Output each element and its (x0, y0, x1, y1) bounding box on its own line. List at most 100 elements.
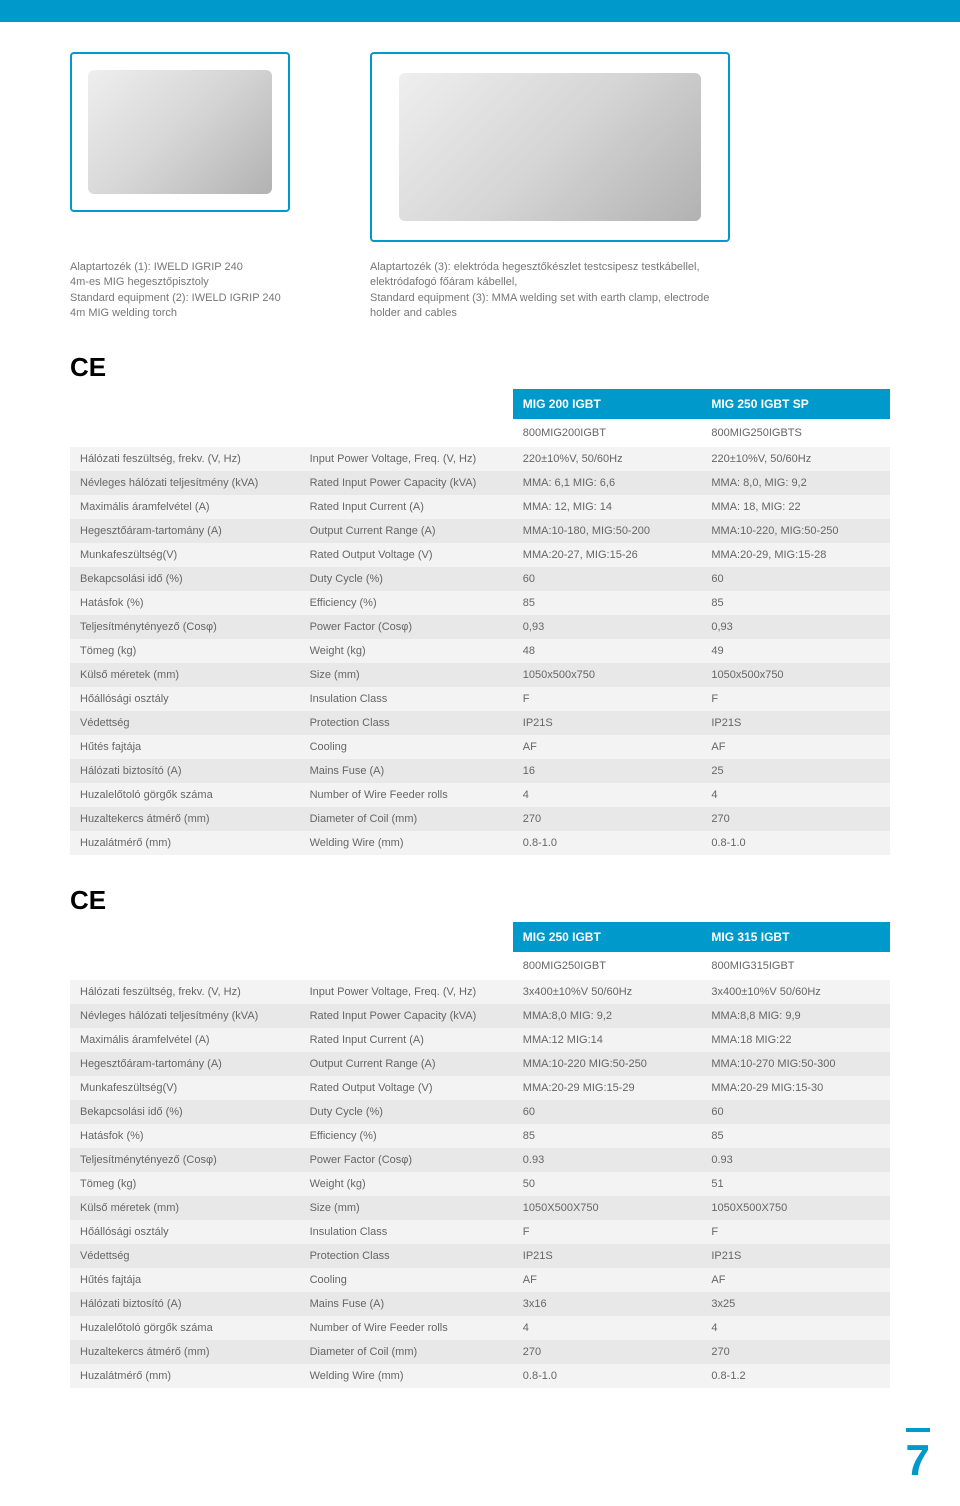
param-value: MMA:20-29, MIG:15-28 (701, 543, 890, 567)
param-value: MMA:20-27, MIG:15-26 (513, 543, 702, 567)
param-value: F (513, 1220, 702, 1244)
param-value: MMA:10-220 MIG:50-250 (513, 1052, 702, 1076)
header-blank (300, 922, 513, 952)
param-label: Size (mm) (300, 663, 513, 687)
param-label: Welding Wire (mm) (300, 831, 513, 855)
param-value: IP21S (513, 1244, 702, 1268)
param-value: 60 (701, 1100, 890, 1124)
param-value: 270 (701, 807, 890, 831)
param-value: 85 (701, 1124, 890, 1148)
caption-line: elektródafogó főáram kábellel, (370, 275, 730, 290)
table-row: Hálózati biztosító (A)Mains Fuse (A)3x16… (70, 1292, 890, 1316)
param-label: Weight (kg) (300, 639, 513, 663)
table-row: Teljesítménytényező (Cosφ)Power Factor (… (70, 615, 890, 639)
param-label: Efficiency (%) (300, 591, 513, 615)
table-row: Hegesztőáram-tartomány (A)Output Current… (70, 1052, 890, 1076)
param-value: MMA:20-29 MIG:15-29 (513, 1076, 702, 1100)
param-value: 0.8-1.2 (701, 1364, 890, 1388)
caption-line: Standard equipment (2): IWELD IGRIP 240 (70, 291, 290, 306)
product-code: 800MIG200IGBT (513, 419, 702, 447)
param-label: Munkafeszültség(V) (70, 543, 300, 567)
param-label: Hűtés fajtája (70, 735, 300, 759)
caption-line: 4m MIG welding torch (70, 306, 290, 321)
page-content: Alaptartozék (1): IWELD IGRIP 240 4m-es … (0, 22, 960, 1428)
param-label: Rated Input Power Capacity (kVA) (300, 1004, 513, 1028)
param-value: 3x25 (701, 1292, 890, 1316)
table-row: VédettségProtection ClassIP21SIP21S (70, 1244, 890, 1268)
param-value: MMA: 8,0, MIG: 9,2 (701, 471, 890, 495)
param-value: 0.8-1.0 (513, 831, 702, 855)
param-label: Bekapcsolási idő (%) (70, 1100, 300, 1124)
param-value: MMA:8,8 MIG: 9,9 (701, 1004, 890, 1028)
table-row: Tömeg (kg)Weight (kg)4849 (70, 639, 890, 663)
product-code-row: 800MIG250IGBT 800MIG315IGBT (70, 952, 890, 980)
param-label: Power Factor (Cosφ) (300, 615, 513, 639)
model-header: MIG 250 IGBT SP (701, 389, 890, 419)
param-value: 3x400±10%V 50/60Hz (513, 980, 702, 1004)
param-label: Insulation Class (300, 1220, 513, 1244)
param-value: IP21S (513, 711, 702, 735)
header-blank (70, 389, 300, 419)
table-row: Hegesztőáram-tartomány (A)Output Current… (70, 519, 890, 543)
param-label: Duty Cycle (%) (300, 567, 513, 591)
param-value: 1050x500x750 (513, 663, 702, 687)
page-number-container: 7 (0, 1428, 960, 1506)
caption-line: 4m-es MIG hegesztőpisztoly (70, 275, 290, 290)
param-value: 85 (701, 591, 890, 615)
param-value: MMA:18 MIG:22 (701, 1028, 890, 1052)
product-code-row: 800MIG200IGBT 800MIG250IGBTS (70, 419, 890, 447)
param-label: Huzalelőtoló görgők száma (70, 1316, 300, 1340)
param-label: Hálózati biztosító (A) (70, 1292, 300, 1316)
param-value: MMA:10-220, MIG:50-250 (701, 519, 890, 543)
param-label: Tömeg (kg) (70, 639, 300, 663)
table-row: Munkafeszültség(V)Rated Output Voltage (… (70, 543, 890, 567)
param-label: Hálózati biztosító (A) (70, 759, 300, 783)
table-row: VédettségProtection ClassIP21SIP21S (70, 711, 890, 735)
param-label: Huzalátmérő (mm) (70, 1364, 300, 1388)
table-header-row: MIG 250 IGBT MIG 315 IGBT (70, 922, 890, 952)
param-value: 0.93 (701, 1148, 890, 1172)
param-label: Hatásfok (%) (70, 1124, 300, 1148)
product-images-row (70, 52, 890, 242)
table-row: Huzaltekercs átmérő (mm)Diameter of Coil… (70, 1340, 890, 1364)
table-row: Külső méretek (mm)Size (mm)1050x500x7501… (70, 663, 890, 687)
model-header: MIG 315 IGBT (701, 922, 890, 952)
table-header-row: MIG 200 IGBT MIG 250 IGBT SP (70, 389, 890, 419)
table-row: Névleges hálózati teljesítmény (kVA)Rate… (70, 1004, 890, 1028)
header-blank (300, 389, 513, 419)
param-label: Maximális áramfelvétel (A) (70, 1028, 300, 1052)
param-value: 1050x500x750 (701, 663, 890, 687)
param-value: F (513, 687, 702, 711)
param-value: F (701, 687, 890, 711)
captions-row: Alaptartozék (1): IWELD IGRIP 240 4m-es … (70, 260, 890, 322)
param-value: AF (513, 1268, 702, 1292)
param-label: Maximális áramfelvétel (A) (70, 495, 300, 519)
param-label: Névleges hálózati teljesítmény (kVA) (70, 471, 300, 495)
table-row: Huzalátmérő (mm)Welding Wire (mm)0.8-1.0… (70, 1364, 890, 1388)
param-label: Hűtés fajtája (70, 1268, 300, 1292)
ce-mark-icon: CE (70, 885, 890, 916)
spec-table-1: MIG 200 IGBT MIG 250 IGBT SP 800MIG200IG… (70, 389, 890, 855)
param-label: Teljesítménytényező (Cosφ) (70, 1148, 300, 1172)
param-value: 4 (701, 783, 890, 807)
param-value: 0.8-1.0 (513, 1364, 702, 1388)
table-row: Hőállósági osztályInsulation ClassFF (70, 1220, 890, 1244)
param-label: Teljesítménytényező (Cosφ) (70, 615, 300, 639)
param-label: Rated Input Current (A) (300, 1028, 513, 1052)
product-image-torch (70, 52, 290, 212)
param-value: 0,93 (513, 615, 702, 639)
table-row: Huzalátmérő (mm)Welding Wire (mm)0.8-1.0… (70, 831, 890, 855)
param-label: Welding Wire (mm) (300, 1364, 513, 1388)
param-label: Rated Input Power Capacity (kVA) (300, 471, 513, 495)
table-row: Maximális áramfelvétel (A)Rated Input Cu… (70, 1028, 890, 1052)
param-value: MMA:12 MIG:14 (513, 1028, 702, 1052)
table-row: Hűtés fajtájaCoolingAFAF (70, 735, 890, 759)
param-value: 3x16 (513, 1292, 702, 1316)
param-label: Rated Output Voltage (V) (300, 543, 513, 567)
param-label: Védettség (70, 711, 300, 735)
param-label: Hatásfok (%) (70, 591, 300, 615)
param-value: AF (701, 735, 890, 759)
product-image-cable-set (370, 52, 730, 242)
param-value: 220±10%V, 50/60Hz (513, 447, 702, 471)
blank-cell (70, 952, 300, 980)
